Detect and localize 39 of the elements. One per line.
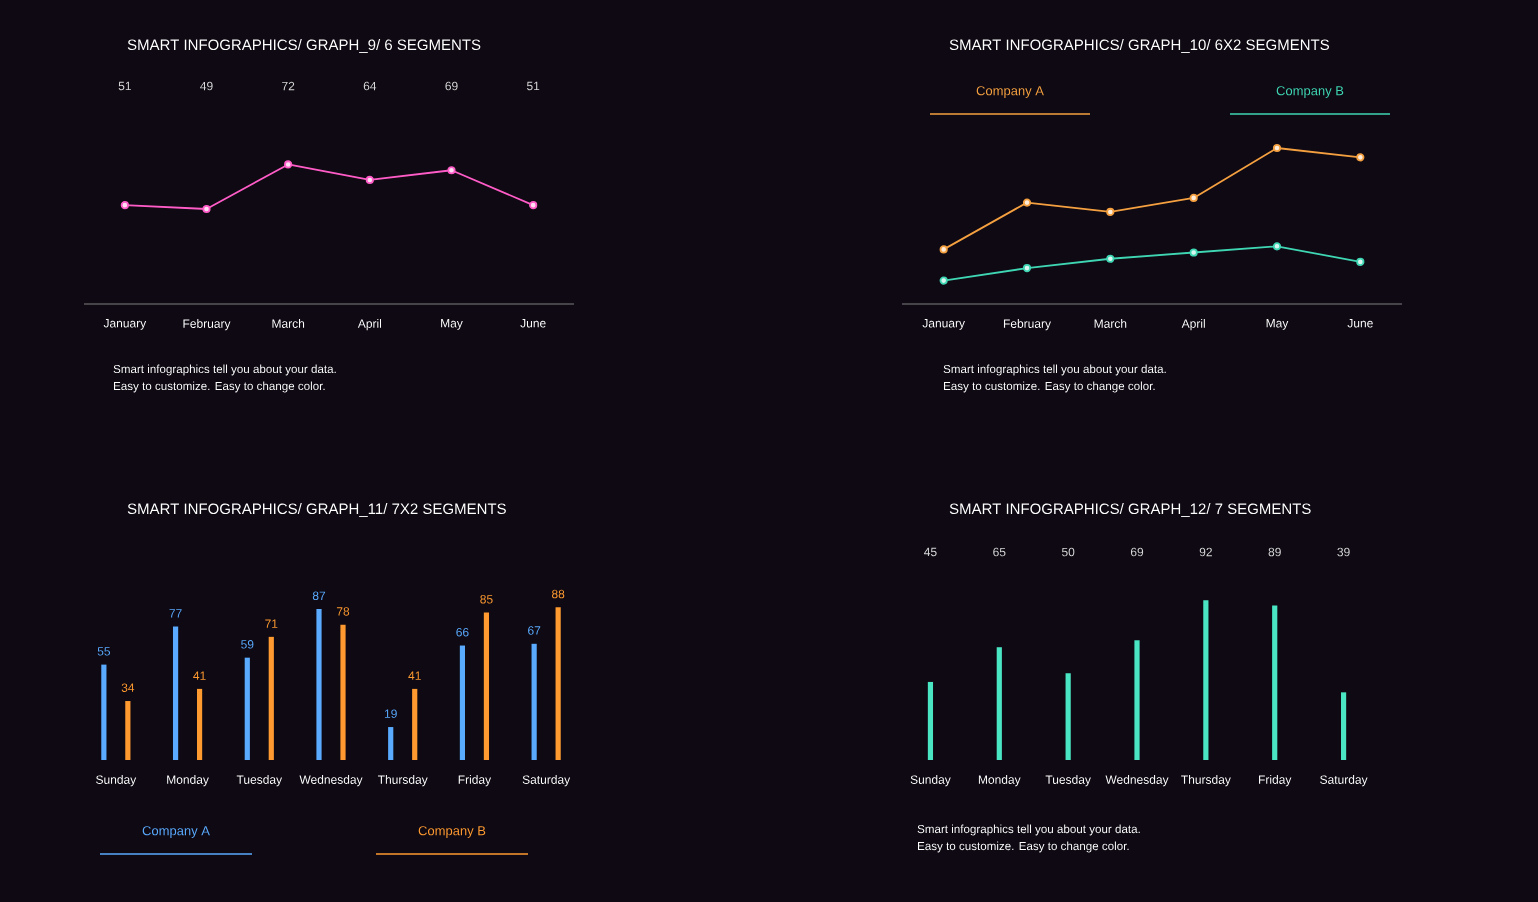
point <box>1189 248 1198 257</box>
point <box>447 166 456 175</box>
point <box>1356 257 1365 266</box>
point <box>529 201 538 210</box>
bar <box>483 612 490 760</box>
point <box>1106 254 1115 263</box>
bar <box>1065 673 1071 760</box>
bar <box>412 688 418 760</box>
point <box>1022 198 1032 207</box>
point <box>365 175 374 185</box>
point <box>1272 143 1282 153</box>
bar <box>531 643 537 760</box>
bar <box>340 624 346 760</box>
point <box>1189 193 1198 203</box>
bar <box>555 607 561 760</box>
point <box>1106 207 1115 217</box>
bar <box>316 609 322 760</box>
bar <box>1340 692 1347 760</box>
bar <box>1272 605 1278 760</box>
bar <box>388 727 394 760</box>
point <box>1022 264 1032 273</box>
point <box>939 276 948 285</box>
point <box>120 201 129 210</box>
bar <box>101 664 107 760</box>
bar <box>196 688 203 760</box>
bar <box>268 636 274 760</box>
bar <box>125 701 131 760</box>
bar <box>1203 600 1209 760</box>
bar <box>996 647 1002 760</box>
bar <box>1134 640 1140 760</box>
point <box>284 160 293 169</box>
bar <box>927 681 934 760</box>
bar <box>172 626 179 760</box>
point <box>1272 242 1282 251</box>
bar <box>459 645 466 760</box>
bar <box>244 657 250 760</box>
point <box>1356 153 1365 162</box>
point <box>939 245 948 254</box>
point <box>202 204 211 214</box>
